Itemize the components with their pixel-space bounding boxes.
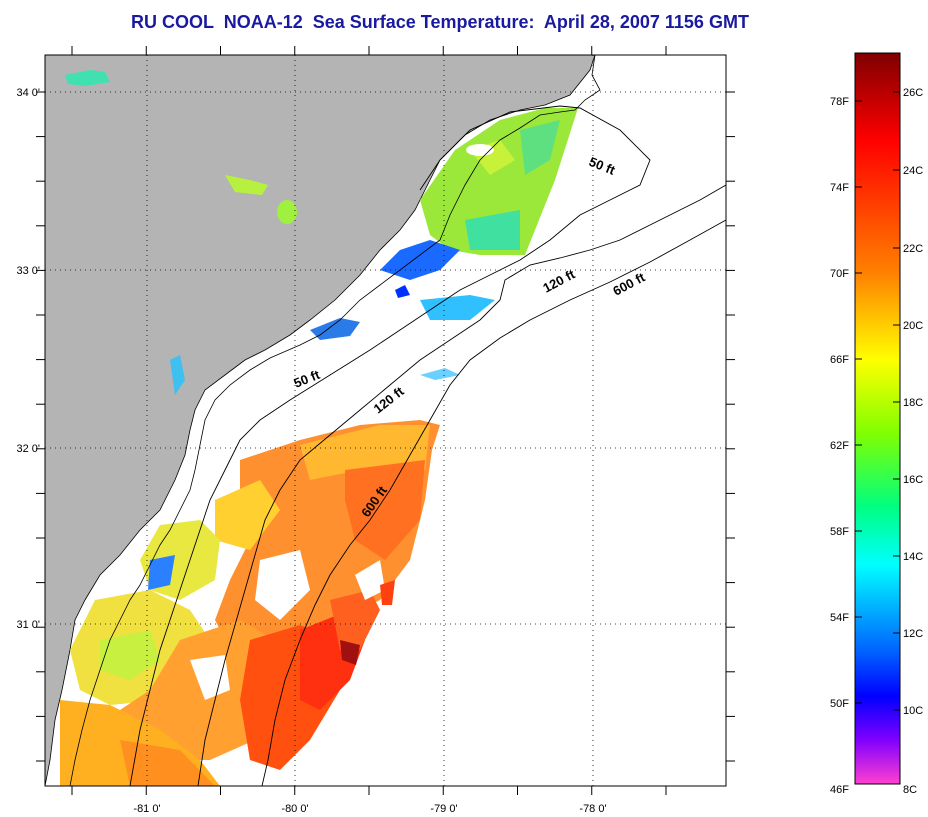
coastline: [69, 55, 601, 786]
colorbar-c-label: 8C: [903, 784, 917, 796]
lat-label: 34 0': [16, 87, 40, 99]
sst-islands-inland: [65, 70, 297, 224]
land-mass: [45, 55, 596, 786]
colorbar-c-label: 10C: [903, 705, 923, 717]
lat-label: 33 0': [16, 265, 40, 277]
colorbar-ticks: [855, 91, 900, 711]
colorbar-f-label: 70F: [830, 268, 849, 280]
colorbar-c-label: 14C: [903, 551, 923, 563]
colorbar-c-label: 18C: [903, 397, 923, 409]
colorbar-f-label: 58F: [830, 526, 849, 538]
colorbar-c-label: 20C: [903, 320, 923, 332]
colorbar-f-label: 50F: [830, 698, 849, 710]
colorbar-c-label: 16C: [903, 474, 923, 486]
colorbar-c-label: 12C: [903, 628, 923, 640]
lon-label: -79 0': [430, 803, 457, 815]
map-title: RU COOL NOAA-12 Sea Surface Temperature:…: [131, 12, 749, 32]
contour-600ft-line: [261, 219, 726, 786]
sst-swath-northeast: [420, 108, 578, 255]
colorbar: [854, 52, 901, 785]
lat-label: 32 0': [16, 443, 40, 455]
axis-ticks: [36, 46, 735, 795]
map-area: [45, 55, 726, 786]
sst-south-warm-region: [60, 420, 440, 786]
graticule: [45, 55, 726, 786]
colorbar-celsius-labels: 26C 24C 22C 20C 18C 16C 14C 12C 10C 8C: [903, 87, 923, 796]
latitude-labels: 34 0' 33 0' 32 0' 31 0': [16, 87, 40, 631]
lon-label: -78 0': [579, 803, 606, 815]
contour-120ft-line: [197, 184, 726, 786]
lon-label: -81 0': [133, 803, 160, 815]
colorbar-f-label: 66F: [830, 354, 849, 366]
lat-label: 31 0': [16, 619, 40, 631]
lon-label: -80 0': [281, 803, 308, 815]
colorbar-f-label: 62F: [830, 440, 849, 452]
colorbar-f-label: 74F: [830, 182, 849, 194]
colorbar-f-label: 78F: [830, 96, 849, 108]
colorbar-c-label: 26C: [903, 87, 923, 99]
colorbar-c-label: 24C: [903, 165, 923, 177]
map-frame: [44, 54, 727, 787]
colorbar-fahrenheit-labels: 78F 74F 70F 66F 62F 58F 54F 50F 46F: [830, 96, 849, 796]
colorbar-c-label: 22C: [903, 243, 923, 255]
colorbar-f-label: 46F: [830, 784, 849, 796]
colorbar-f-label: 54F: [830, 612, 849, 624]
contour-50ft-line: [129, 105, 651, 786]
longitude-labels: -81 0' -80 0' -79 0' -78 0': [133, 803, 606, 815]
